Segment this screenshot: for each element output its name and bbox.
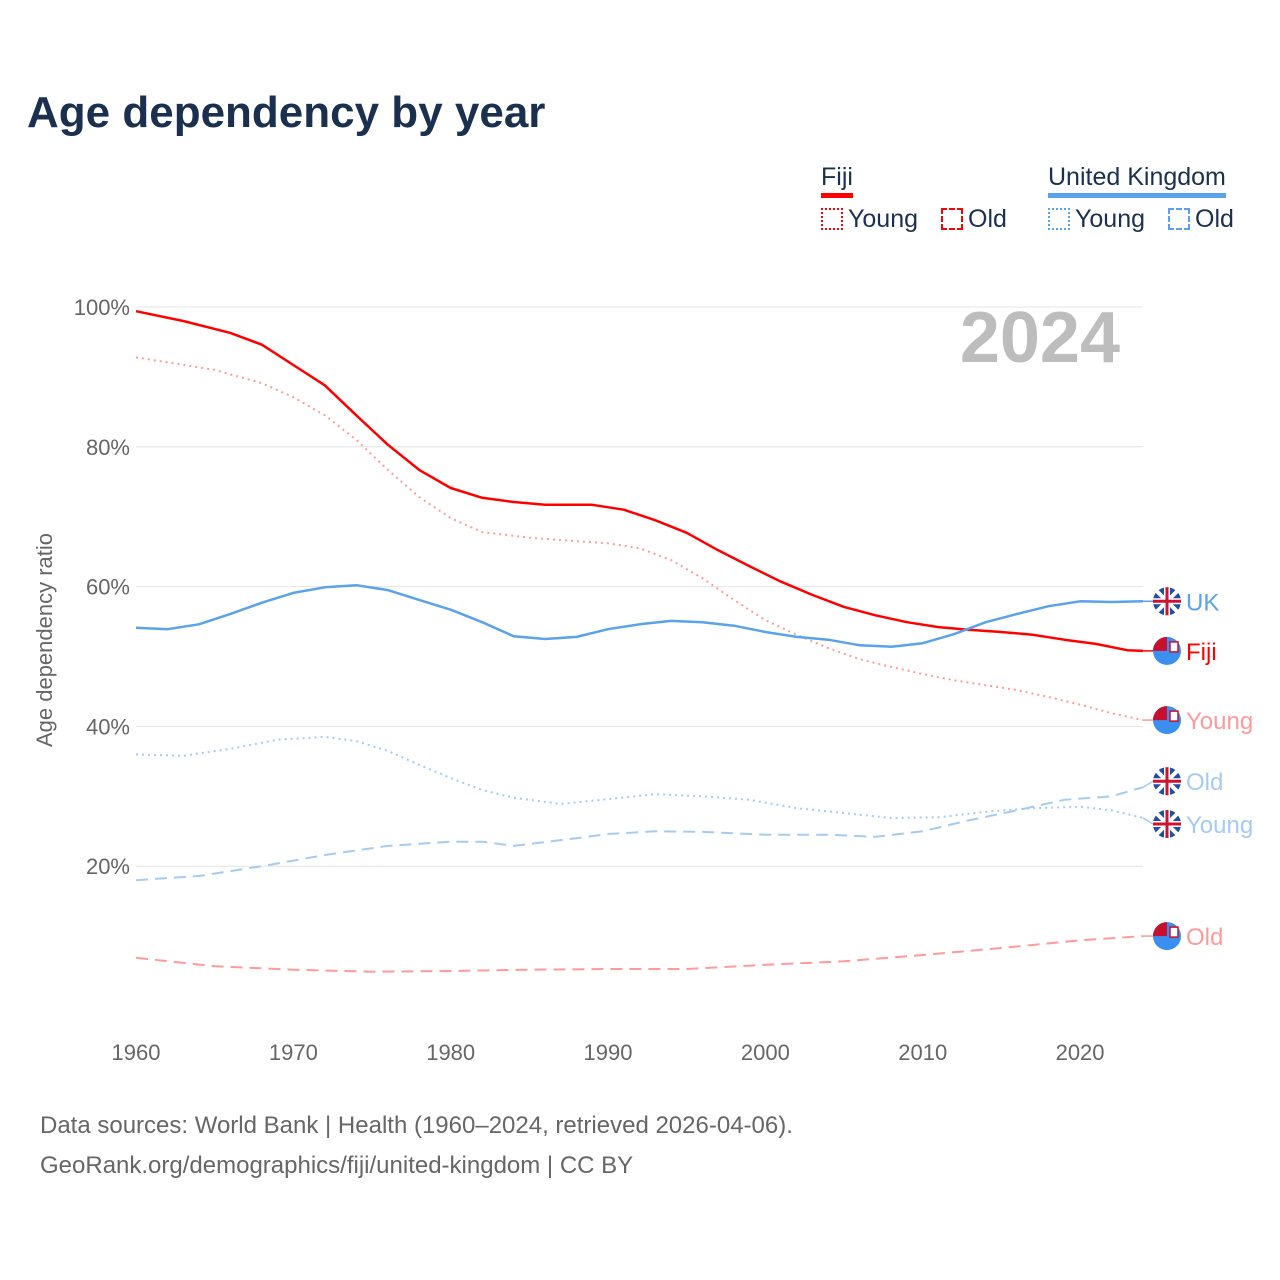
source-link[interactable]: GeoRank.org/demographics/fiji/united-kin… bbox=[40, 1152, 634, 1179]
end-label: Old bbox=[1186, 924, 1223, 951]
flag-cross-red bbox=[1153, 809, 1181, 838]
flag-canton bbox=[1153, 636, 1167, 651]
legend-label: Young bbox=[848, 205, 918, 233]
x-tick-label: 2000 bbox=[741, 1040, 790, 1065]
flag-shield bbox=[1169, 641, 1179, 653]
series-line-fiji[interactable] bbox=[135, 309, 1144, 653]
series-line-united-kingdom-old[interactable] bbox=[135, 786, 1144, 882]
data-source: Data sources: World Bank | Health (1960–… bbox=[40, 1112, 793, 1139]
chart-title: Age dependency by year bbox=[27, 88, 546, 137]
dotted-swatch-icon bbox=[1048, 208, 1070, 230]
end-label: Old bbox=[1186, 769, 1223, 796]
x-tick-label: 2010 bbox=[898, 1040, 947, 1065]
dashed-swatch-icon bbox=[1168, 208, 1190, 230]
series-line-fiji-old[interactable] bbox=[135, 935, 1144, 973]
y-tick-label: 40% bbox=[86, 714, 130, 739]
y-tick-label: 20% bbox=[86, 854, 130, 879]
flag-shield bbox=[1169, 926, 1179, 938]
legend-uk-young[interactable]: Young bbox=[1048, 205, 1145, 234]
end-label: Young bbox=[1186, 708, 1253, 735]
y-tick-label: 100% bbox=[74, 295, 130, 320]
legend-uk[interactable]: United Kingdom bbox=[1048, 163, 1226, 198]
flag-cross-red bbox=[1153, 587, 1181, 616]
legend-uk-old[interactable]: Old bbox=[1168, 205, 1234, 234]
y-axis-label: Age dependency ratio bbox=[32, 533, 57, 747]
series-line-united-kingdom[interactable] bbox=[135, 583, 1144, 648]
legend-fiji-title[interactable]: Fiji bbox=[821, 163, 853, 198]
legend-fiji[interactable]: Fiji bbox=[821, 163, 853, 198]
y-tick-label: 60% bbox=[86, 575, 130, 600]
x-tick-label: 1990 bbox=[584, 1040, 633, 1065]
x-tick-label: 1970 bbox=[269, 1040, 318, 1065]
footer: Data sources: World Bank | Health (1960–… bbox=[40, 1106, 793, 1186]
year-label: 2024 bbox=[960, 298, 1120, 378]
label-connector bbox=[1142, 780, 1154, 788]
flag-shield bbox=[1169, 710, 1179, 722]
flag-canton bbox=[1153, 706, 1167, 721]
flag-canton bbox=[1153, 922, 1167, 937]
y-tick-label: 80% bbox=[86, 435, 130, 460]
x-tick-label: 2020 bbox=[1056, 1040, 1105, 1065]
end-label: Fiji bbox=[1186, 639, 1217, 666]
x-tick-label: 1980 bbox=[426, 1040, 475, 1065]
legend-label: Old bbox=[1195, 205, 1234, 233]
end-label: Young bbox=[1186, 812, 1253, 839]
x-tick-label: 1960 bbox=[112, 1040, 161, 1065]
legend-label: Young bbox=[1075, 205, 1145, 233]
legend-label: Old bbox=[968, 205, 1007, 233]
flag-cross-red bbox=[1153, 767, 1181, 796]
dashed-swatch-icon bbox=[941, 208, 963, 230]
series-line-united-kingdom-young[interactable] bbox=[135, 735, 1144, 819]
legend-fiji-young[interactable]: Young bbox=[821, 205, 918, 234]
label-connector bbox=[1142, 817, 1154, 825]
end-label: UK bbox=[1186, 589, 1219, 616]
legend-uk-title[interactable]: United Kingdom bbox=[1048, 163, 1226, 198]
series-line-fiji-young[interactable] bbox=[135, 356, 1144, 722]
legend-fiji-old[interactable]: Old bbox=[941, 205, 1007, 234]
dotted-swatch-icon bbox=[821, 208, 843, 230]
